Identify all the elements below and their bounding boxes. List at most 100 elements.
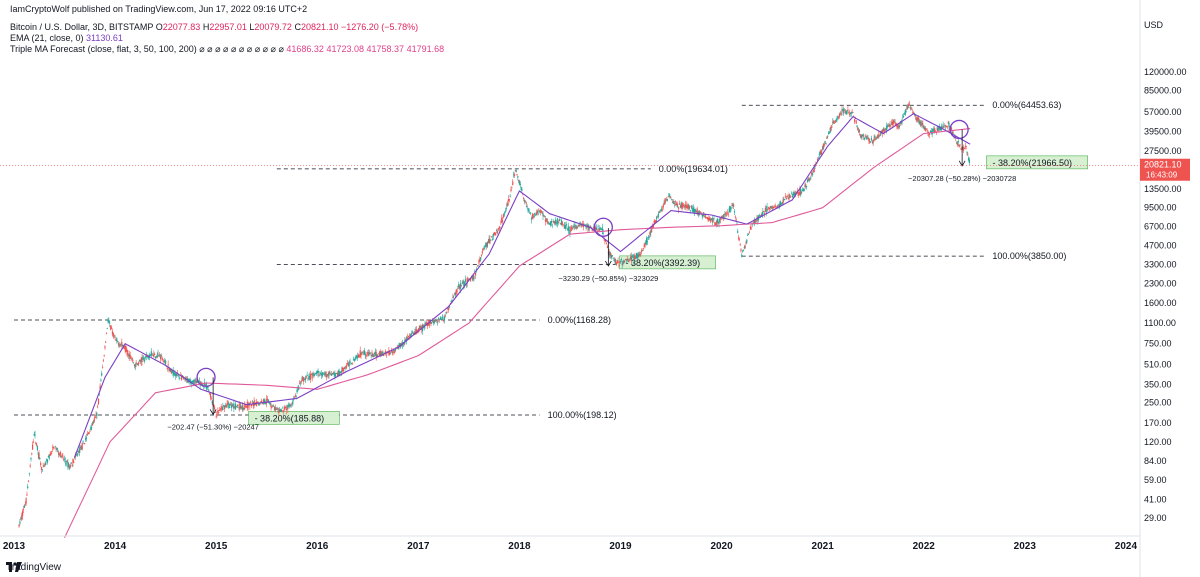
candle-body [864,136,866,138]
candle-body [610,253,612,256]
candle [765,205,767,217]
candle-body [87,433,89,435]
candle [171,370,173,374]
candle-body [371,352,373,356]
candle-body [681,203,683,208]
candle [446,310,448,314]
candle [491,235,493,238]
candle [725,212,727,218]
candle-body [108,320,110,323]
candle-body [235,405,237,407]
candle [326,373,328,378]
candle-body [346,364,348,367]
candle-body [35,442,37,445]
candle-body [962,146,965,151]
candle [101,370,103,377]
candle [557,220,559,226]
candle [846,110,848,115]
candle-body [722,215,724,219]
candle-body [210,398,212,399]
candle [566,228,569,231]
candle [68,463,71,471]
candle-body [530,212,532,214]
candle-body [897,124,899,128]
candle-body [473,275,475,280]
last-price-value: 20821.10 [1144,160,1182,170]
price-tick-label: 170.00 [1144,418,1172,428]
candle [229,403,231,409]
candle-body [89,430,91,432]
last-price-countdown: 16:43:09 [1146,171,1178,180]
brand-name: TradingView [6,562,62,573]
time-tick-label: 2024 [1115,541,1138,552]
candle-body [578,224,580,227]
candle-body [167,364,169,366]
candle [686,204,688,211]
candle [623,259,625,264]
candle-body [789,196,791,198]
footer-brand[interactable]: TradingView [6,562,61,573]
candle [270,402,272,411]
candle [554,221,556,226]
candle [275,407,277,410]
candle [548,221,550,225]
candle [912,109,914,114]
candle [528,207,530,213]
candle-body [659,211,661,213]
candle-body [705,217,708,219]
candle-body [951,131,953,135]
candle [323,373,325,376]
candle-body [309,373,312,380]
candle-body [109,322,111,324]
candle [857,126,859,131]
candle-body [567,226,569,231]
candle-body [249,405,251,407]
candle [571,225,573,231]
candle-body [740,249,742,252]
candle-body [862,135,864,137]
candle [46,458,49,465]
candle [720,217,722,224]
candle [710,217,712,224]
candle-body [447,308,449,310]
candle-body [908,103,911,105]
candle [175,372,178,378]
candle [210,396,212,401]
candle-body [725,213,727,216]
candle-body [509,195,511,197]
candle [85,435,87,442]
candle-body [924,127,927,132]
candle [922,120,924,129]
candle [318,370,320,373]
candle [181,373,183,382]
candle [145,351,147,361]
tma-value-1: 41686.32 [286,44,324,54]
candle-body [288,404,291,407]
candle [781,202,783,205]
candle-body [410,333,413,335]
candle [892,119,895,127]
candle-body [955,135,957,138]
candle-body [192,380,195,383]
candle-body [523,197,525,199]
candle-body [933,128,935,132]
candle-body [841,109,843,113]
candle-body [649,231,651,236]
candle-body [502,214,505,218]
candle-body [671,198,673,200]
candle [929,133,931,139]
candle-body [604,239,606,242]
candle-body [344,368,346,370]
candle-body [561,222,563,225]
candle-body [227,402,229,405]
candle-body [174,373,176,377]
candle [524,200,526,203]
candle-body [458,286,461,289]
candle [635,255,637,260]
candle [560,218,563,226]
candle [823,141,825,148]
candle [741,253,743,258]
candle-body [691,205,693,210]
candle-body [76,453,78,457]
